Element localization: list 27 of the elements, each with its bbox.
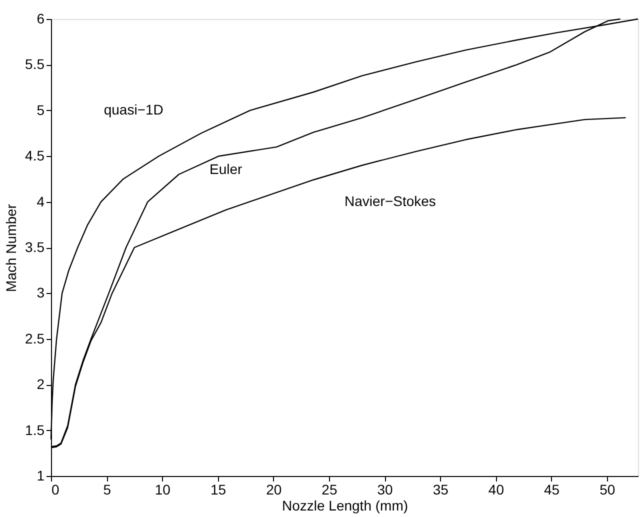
- x-tick-label: 30: [377, 482, 394, 498]
- x-tick-label: 5: [103, 482, 112, 498]
- y-tick-label: 5.5: [25, 56, 45, 72]
- y-tick-label: 5: [36, 102, 45, 118]
- x-axis-title: Nozzle Length (mm): [282, 498, 408, 514]
- series-label: Navier−Stokes: [344, 192, 436, 209]
- x-tick-label: 10: [154, 482, 171, 498]
- x-tick-label: 0: [52, 482, 60, 498]
- series-label: Euler: [209, 160, 243, 177]
- y-tick-label: 3.5: [25, 239, 45, 255]
- y-tick-label: 4.5: [25, 148, 45, 164]
- y-tick-label: 1.5: [25, 422, 45, 438]
- y-axis-title: Mach Number: [3, 204, 20, 292]
- y-tick-label: 3: [36, 284, 45, 301]
- y-tick-label: 2.5: [25, 330, 45, 346]
- x-tick-label: 45: [544, 482, 560, 498]
- x-tick-label: 20: [266, 482, 282, 498]
- x-tick-label: 25: [322, 482, 338, 498]
- y-tick-label: 6: [36, 10, 45, 26]
- y-tick-label: 2: [36, 376, 45, 392]
- y-tick-label: 1: [36, 468, 45, 484]
- text: quasi−1D: [104, 101, 164, 118]
- x-tick-label: 40: [488, 482, 504, 498]
- y-tick-label: 4: [36, 193, 45, 210]
- x-tick-label: 15: [210, 482, 226, 498]
- x-tick-label: 35: [432, 482, 449, 498]
- x-tick-label: 50: [600, 482, 616, 498]
